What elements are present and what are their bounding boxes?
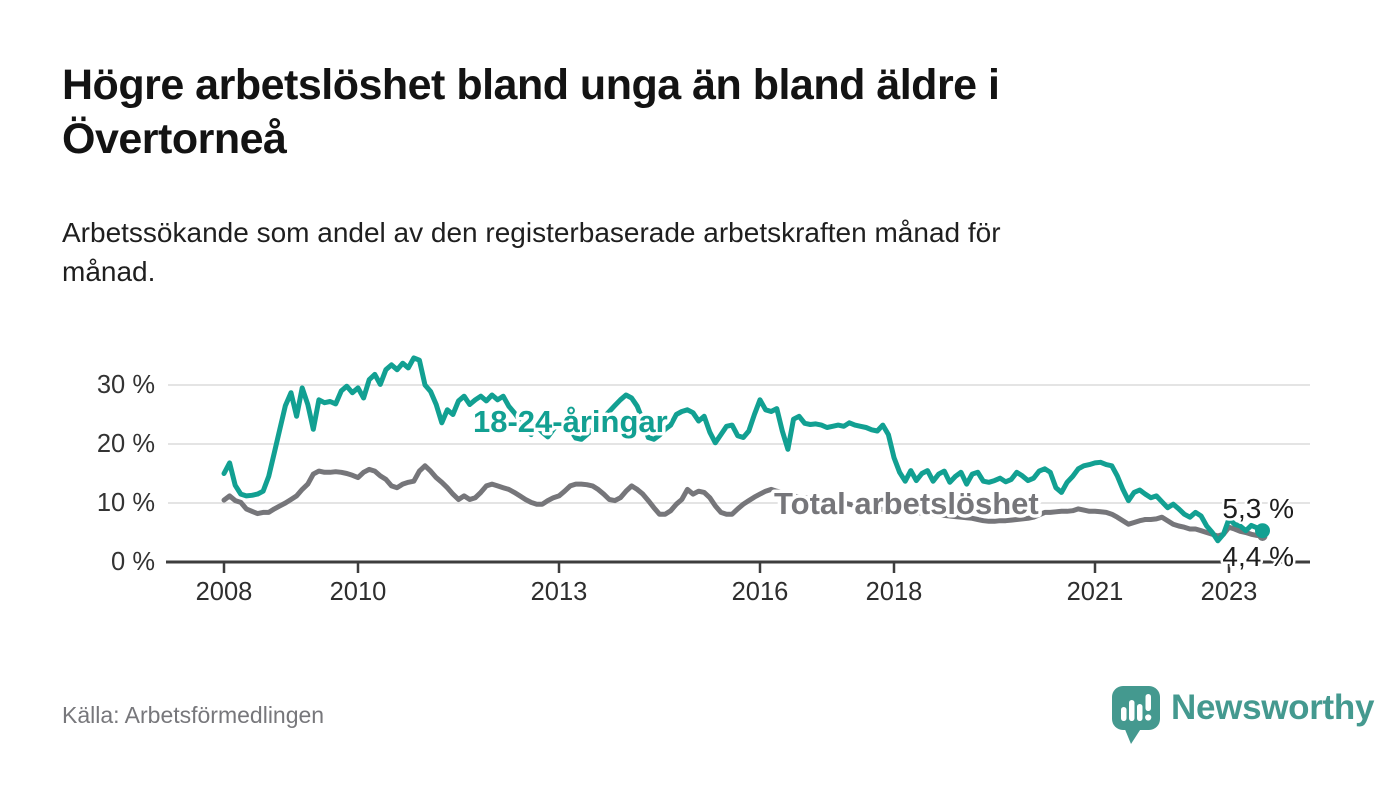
x-axis: 2008 2010 2013 2016 2018 2021 2023: [196, 563, 1258, 606]
y-tick-label-30: 30 %: [97, 371, 155, 399]
chart-subtitle: Arbetssökande som andel av den registerb…: [62, 214, 1262, 291]
series-line-total: [221, 463, 1265, 539]
newsworthy-logo-icon: [1112, 686, 1160, 744]
series-label-total: Total arbetslöshet: [774, 486, 1039, 521]
x-tick-label: 2010: [330, 578, 387, 606]
end-value-label-youth: 5,3 %: [1222, 493, 1294, 524]
title-line-2: Övertorneå: [62, 115, 287, 164]
x-tick-label: 2021: [1067, 578, 1124, 606]
x-tick-label: 2013: [531, 578, 588, 606]
page-title: Högre arbetslöshet bland unga än bland ä…: [62, 58, 1182, 166]
newsworthy-logo: Newsworthy: [1112, 686, 1374, 746]
y-tick-label-0: 0 %: [111, 548, 155, 576]
title-line-1: Högre arbetslöshet bland unga än bland ä…: [62, 61, 1000, 109]
y-tick-label-20: 20 %: [97, 430, 155, 458]
series-line-youth: [221, 355, 1265, 544]
x-tick-label: 2023: [1201, 578, 1258, 606]
gridlines: [168, 384, 1310, 504]
chart-svg: 30 % 20 % 10 % 0 % 2008 2010 2013 2016 2018 2…: [97, 355, 1310, 606]
source-note: Källa: Arbetsförmedlingen: [62, 702, 325, 728]
series-lines: [221, 355, 1270, 544]
end-value-label-total: 4,4 %: [1222, 541, 1294, 572]
newsworthy-logo-text: Newsworthy: [1171, 688, 1375, 727]
bar-chart-icon: [1121, 700, 1143, 721]
x-tick-label: 2008: [196, 578, 253, 606]
exclamation-icon: [1145, 694, 1152, 721]
subtitle-line-2: månad.: [62, 255, 156, 287]
y-axis-labels: 30 % 20 % 10 % 0 %: [97, 371, 155, 576]
x-tick-label: 2018: [866, 578, 923, 606]
series-end-dot-youth: [1255, 523, 1270, 539]
series-label-youth: 18-24-åringar: [473, 404, 668, 439]
x-tick-label: 2016: [732, 578, 789, 606]
y-tick-label-10: 10 %: [97, 489, 155, 517]
subtitle-line-1: Arbetssökande som andel av den registerb…: [62, 217, 1001, 248]
